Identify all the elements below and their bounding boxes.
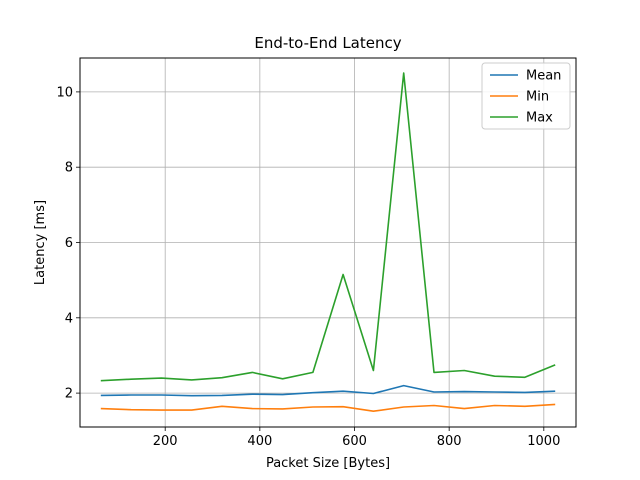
x-tick-label: 400 xyxy=(247,434,272,449)
legend-label-mean: Mean xyxy=(526,69,561,84)
series-line-max xyxy=(100,72,556,382)
series-line-min xyxy=(100,403,556,413)
legend-label-max: Max xyxy=(526,111,553,126)
x-tick-label: 600 xyxy=(342,434,367,449)
x-tick-label: 200 xyxy=(153,434,178,449)
y-axis-label: Latency [ms] xyxy=(33,200,48,285)
x-tick-label: 800 xyxy=(437,434,462,449)
legend-box xyxy=(481,62,571,130)
x-tick-label: 1000 xyxy=(527,434,560,449)
y-tick-label: 8 xyxy=(65,161,73,176)
legend: Mean Min Max xyxy=(481,62,571,130)
chart-title: End-to-End Latency xyxy=(254,34,401,52)
y-tick-label: 6 xyxy=(65,236,73,251)
y-tick-label: 2 xyxy=(65,387,73,402)
y-tick-label: 4 xyxy=(65,311,73,326)
series-lines xyxy=(100,72,556,413)
y-tick-label: 10 xyxy=(56,85,73,100)
x-axis-label: Packet Size [Bytes] xyxy=(266,456,390,471)
series-line-mean xyxy=(100,384,556,397)
legend-label-min: Min xyxy=(526,90,549,105)
ticks: 200 400 600 800 1000 2 4 6 8 10 xyxy=(56,85,560,449)
